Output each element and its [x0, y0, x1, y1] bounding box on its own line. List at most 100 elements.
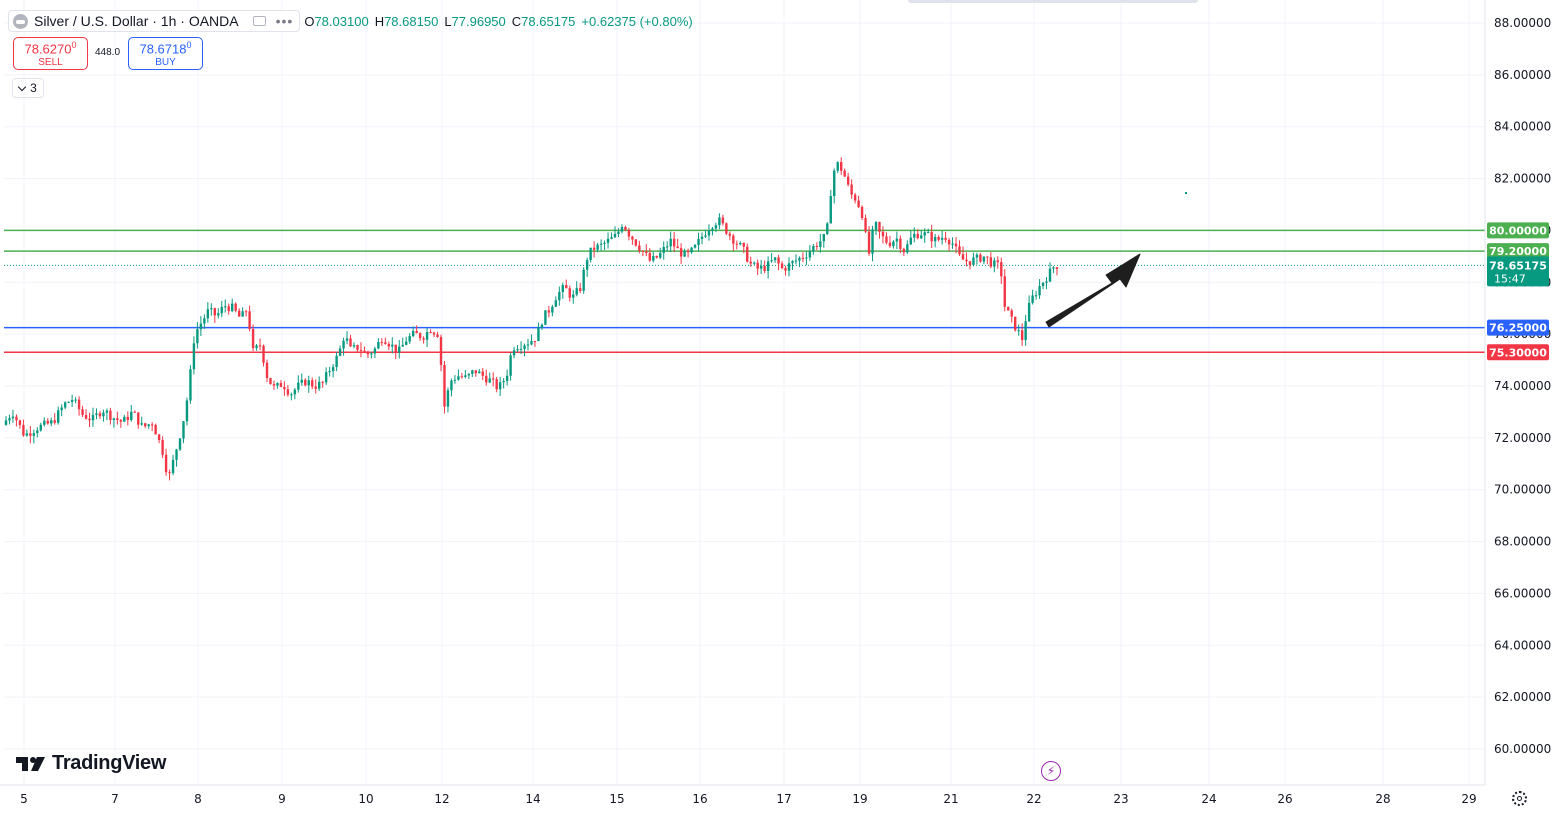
candle-body: [1010, 310, 1013, 317]
y-tick-label: 74.00000: [1494, 379, 1551, 393]
candle-body: [1027, 302, 1031, 322]
candle-body: [846, 176, 850, 185]
candle-body: [669, 238, 672, 247]
candle-body: [464, 375, 467, 377]
candle-body: [279, 383, 283, 387]
level-price-text: 80.00000: [1489, 224, 1547, 237]
grid-lines: [4, 0, 1485, 785]
sell-price: 78.6270: [24, 41, 72, 57]
candle-body: [265, 362, 269, 378]
sell-button[interactable]: 78.62700 SELL: [13, 37, 88, 70]
candle-body: [533, 340, 537, 342]
candle-body: [387, 343, 390, 347]
candle-body: [547, 310, 551, 313]
candle-body: [15, 416, 18, 421]
candle-body: [853, 194, 857, 201]
candle-body: [377, 342, 380, 349]
candle-body: [22, 424, 25, 436]
candle-body: [150, 424, 154, 426]
candle-body: [25, 433, 29, 436]
ohlc-item: L77.96950: [444, 14, 505, 29]
price-axis-labels: 80.00000 79.20000 76.25000 75.30000 78.65175…: [1487, 222, 1549, 361]
candle-body: [196, 329, 199, 344]
candle-body: [154, 424, 157, 435]
candle-body: [217, 313, 220, 316]
candle-body: [370, 353, 373, 355]
candle-body: [251, 328, 255, 349]
candle-body: [794, 260, 798, 262]
candle-body: [290, 394, 293, 396]
candle-body: [450, 380, 453, 391]
top-toolbar-strip: [908, 0, 1198, 3]
candle-body: [575, 288, 578, 295]
candle-body: [74, 399, 77, 401]
candle-body: [95, 413, 98, 415]
candle-body: [544, 310, 547, 325]
candle-body: [523, 345, 526, 349]
x-tick-label: 12: [434, 792, 449, 806]
lightning-icon[interactable]: ⚡: [1041, 761, 1061, 781]
price-axis[interactable]: 60.00000 62.00000 64.00000 66.00000 68.00000…: [1494, 16, 1551, 756]
x-tick-label: 9: [278, 792, 286, 806]
tradingview-logo[interactable]: TradingView: [16, 752, 166, 775]
candle-body: [269, 377, 272, 385]
candle-body: [565, 285, 568, 289]
candles: [4, 157, 1187, 481]
candle-body: [331, 367, 335, 372]
buy-button[interactable]: 78.67180 BUY: [128, 37, 203, 70]
candle-body: [951, 243, 954, 245]
spread-value: 448.0: [95, 47, 121, 58]
candle-body: [554, 300, 558, 307]
candle-body: [164, 454, 168, 473]
candle-body: [307, 380, 310, 386]
candle-body: [60, 407, 63, 411]
candle-body: [968, 261, 972, 265]
candle-body: [982, 256, 986, 262]
candle-body: [133, 411, 136, 413]
candle-body: [954, 243, 958, 247]
candle-body: [63, 402, 67, 408]
candle-body: [572, 294, 575, 298]
candle-body: [606, 238, 610, 243]
x-tick-label: 7: [111, 792, 119, 806]
candle-body: [57, 410, 60, 423]
candle-body: [923, 232, 926, 236]
indicators-toggle-button[interactable]: 3: [12, 78, 44, 98]
candle-body: [318, 381, 321, 389]
candle-body: [805, 257, 808, 259]
candle-body: [77, 399, 81, 410]
candle-body: [585, 260, 589, 270]
candle-body: [888, 242, 892, 247]
candle-body: [759, 266, 763, 269]
candle-body: [46, 420, 49, 424]
more-icon[interactable]: •••: [275, 13, 294, 29]
y-tick-label: 64.00000: [1494, 638, 1551, 652]
candle-body: [777, 257, 780, 264]
candle-body: [867, 231, 871, 254]
candle-body: [502, 381, 505, 383]
eye-icon[interactable]: [252, 16, 266, 26]
candle-body: [857, 200, 860, 207]
candle-body: [1020, 330, 1024, 341]
candle-body: [363, 350, 366, 352]
candle-body: [881, 231, 885, 237]
candle-body: [67, 401, 70, 403]
candle-body: [634, 239, 638, 246]
candle-body: [739, 243, 742, 245]
candle-body: [258, 345, 262, 347]
candle-body: [933, 236, 937, 242]
candle-body: [488, 378, 491, 383]
gear-icon[interactable]: [1512, 791, 1527, 806]
candle-body: [32, 433, 36, 436]
symbol-selector[interactable]: Silver / U.S. Dollar · 1h · OANDA •••: [8, 10, 301, 32]
ohlc-key: H: [374, 13, 385, 29]
candle-body: [405, 341, 408, 345]
candle-body: [203, 318, 206, 324]
candle-body: [700, 236, 704, 239]
current-price-text: 78.65175: [1489, 259, 1547, 272]
time-axis[interactable]: 5 7 8 9 10 12 14 15 16 17 19 21 22 23 24 26 28 29: [20, 792, 1476, 806]
candle-body: [349, 338, 352, 347]
candle-body: [885, 236, 888, 243]
candle-body: [478, 371, 481, 374]
